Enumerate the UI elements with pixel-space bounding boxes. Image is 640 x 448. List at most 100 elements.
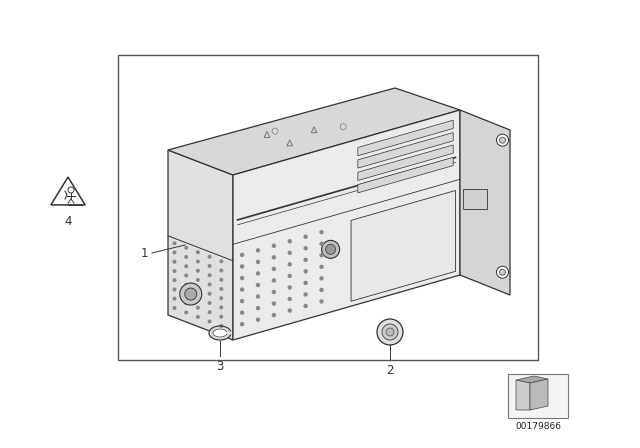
Circle shape: [326, 244, 335, 254]
Text: 2: 2: [387, 364, 394, 377]
Circle shape: [288, 286, 291, 289]
Circle shape: [273, 279, 275, 282]
Circle shape: [208, 265, 211, 267]
Circle shape: [288, 274, 291, 277]
Circle shape: [304, 293, 307, 296]
Circle shape: [185, 265, 188, 267]
Circle shape: [320, 289, 323, 291]
Bar: [463, 189, 487, 208]
Circle shape: [497, 134, 509, 146]
Circle shape: [257, 272, 259, 275]
Circle shape: [288, 251, 291, 254]
Circle shape: [185, 246, 188, 249]
Circle shape: [185, 274, 188, 277]
Circle shape: [208, 293, 211, 295]
Polygon shape: [358, 157, 453, 193]
Polygon shape: [51, 177, 85, 205]
Circle shape: [304, 258, 307, 261]
Circle shape: [185, 256, 188, 258]
Circle shape: [196, 260, 199, 263]
Circle shape: [273, 256, 275, 259]
Polygon shape: [168, 150, 233, 340]
Polygon shape: [460, 110, 510, 295]
Polygon shape: [213, 329, 227, 337]
Circle shape: [304, 270, 307, 273]
Circle shape: [241, 300, 244, 302]
Circle shape: [208, 255, 211, 258]
Circle shape: [257, 306, 259, 310]
Circle shape: [273, 267, 275, 271]
Polygon shape: [233, 110, 460, 340]
Text: 3: 3: [216, 360, 224, 373]
Circle shape: [320, 277, 323, 280]
Circle shape: [180, 283, 202, 305]
Circle shape: [320, 242, 323, 245]
Circle shape: [320, 300, 323, 303]
Circle shape: [185, 311, 188, 314]
Circle shape: [241, 323, 244, 326]
Circle shape: [220, 325, 223, 327]
Circle shape: [196, 306, 199, 309]
Text: 00179866: 00179866: [515, 422, 561, 431]
Circle shape: [241, 288, 244, 291]
Polygon shape: [516, 380, 530, 410]
Circle shape: [320, 254, 323, 257]
Circle shape: [173, 260, 176, 263]
Circle shape: [304, 281, 307, 284]
Circle shape: [196, 316, 199, 318]
Circle shape: [208, 320, 211, 323]
Circle shape: [320, 265, 323, 268]
Circle shape: [196, 279, 199, 281]
Circle shape: [220, 315, 223, 318]
Circle shape: [273, 244, 275, 247]
Circle shape: [220, 260, 223, 263]
Circle shape: [304, 247, 307, 250]
Circle shape: [241, 276, 244, 280]
Circle shape: [208, 274, 211, 276]
Circle shape: [288, 309, 291, 312]
Polygon shape: [358, 133, 453, 168]
Circle shape: [288, 263, 291, 266]
Circle shape: [322, 240, 340, 258]
Circle shape: [173, 288, 176, 291]
Circle shape: [173, 279, 176, 281]
Polygon shape: [209, 326, 230, 340]
Text: 4: 4: [64, 215, 72, 228]
Polygon shape: [516, 376, 548, 383]
Circle shape: [173, 251, 176, 254]
Bar: [118, 55, 538, 360]
Circle shape: [220, 288, 223, 290]
Circle shape: [241, 254, 244, 256]
Bar: [508, 374, 568, 418]
Polygon shape: [351, 190, 456, 301]
Circle shape: [499, 269, 506, 275]
Circle shape: [257, 318, 259, 321]
Circle shape: [386, 328, 394, 336]
Circle shape: [241, 311, 244, 314]
Circle shape: [304, 305, 307, 307]
Polygon shape: [530, 379, 548, 410]
Circle shape: [273, 314, 275, 317]
Circle shape: [173, 297, 176, 300]
Circle shape: [173, 306, 176, 309]
Circle shape: [499, 137, 506, 143]
Polygon shape: [358, 145, 453, 181]
Circle shape: [185, 302, 188, 305]
Circle shape: [304, 235, 307, 238]
Circle shape: [220, 269, 223, 272]
Circle shape: [382, 324, 398, 340]
Circle shape: [257, 295, 259, 298]
Circle shape: [208, 302, 211, 304]
Circle shape: [257, 260, 259, 263]
Polygon shape: [358, 120, 453, 156]
Circle shape: [185, 288, 196, 300]
Circle shape: [220, 278, 223, 281]
Circle shape: [196, 297, 199, 300]
Circle shape: [220, 297, 223, 300]
Circle shape: [196, 288, 199, 290]
Circle shape: [257, 284, 259, 287]
Circle shape: [220, 306, 223, 309]
Circle shape: [272, 128, 278, 134]
Circle shape: [196, 251, 199, 254]
Circle shape: [185, 284, 188, 286]
